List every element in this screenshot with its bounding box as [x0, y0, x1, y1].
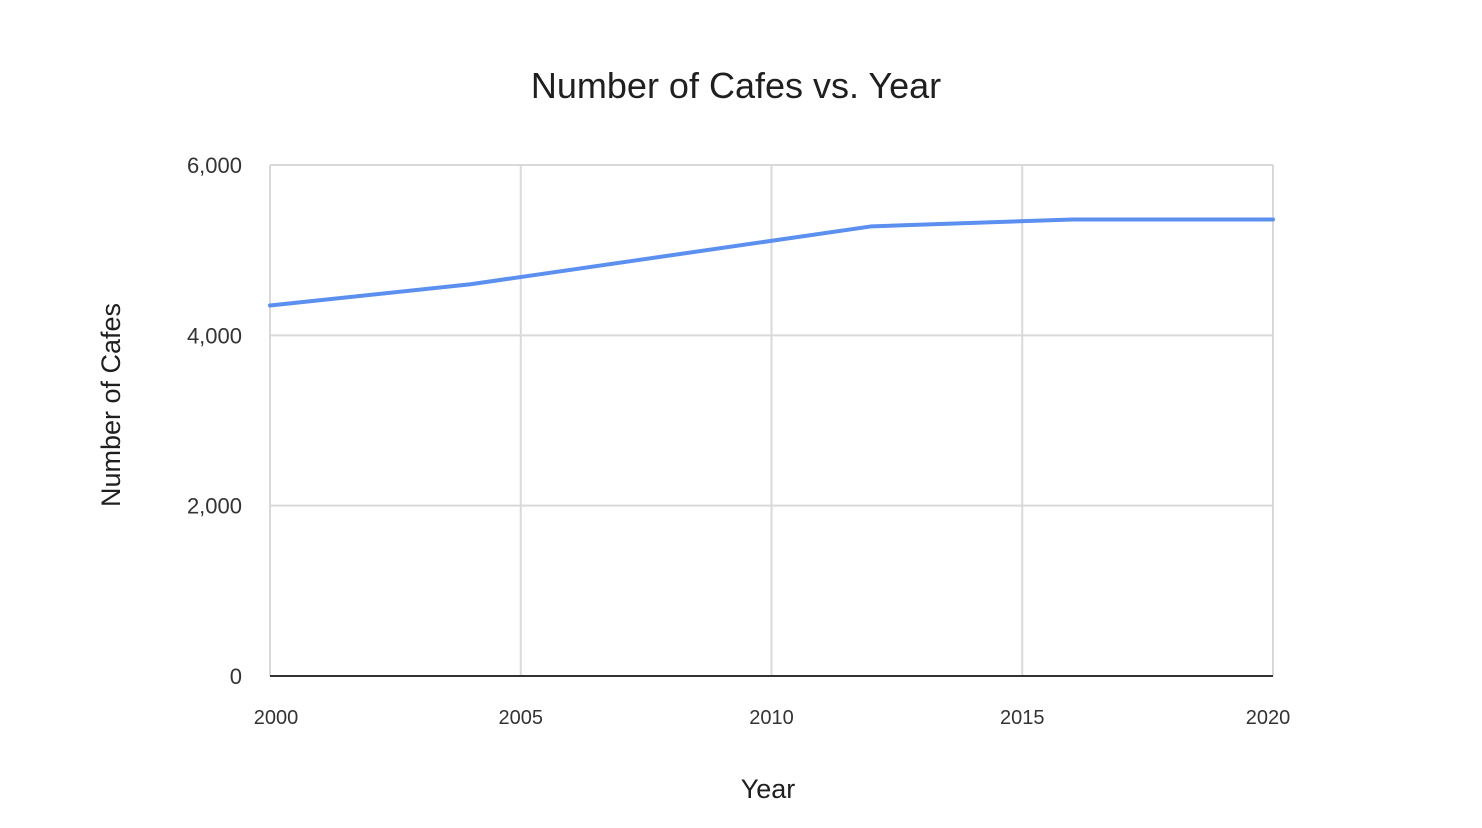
- chart-title: Number of Cafes vs. Year: [531, 65, 941, 106]
- tick-layer: 0 2,000 4,000 6,000 2000 2005 2010 2015 2020: [187, 153, 1290, 729]
- x-axis-label: Year: [741, 774, 796, 804]
- series-layer: [268, 217, 1275, 308]
- x-tick-label-2: 2010: [749, 707, 794, 729]
- y-tick-label-0: 0: [230, 664, 242, 689]
- y-tick-label-3: 6,000: [187, 153, 242, 178]
- y-tick-label-2: 4,000: [187, 323, 242, 348]
- series-line-0: [268, 217, 1275, 308]
- y-axis-label: Number of Cafes: [96, 303, 126, 507]
- x-tick-label-1: 2005: [499, 707, 544, 729]
- x-tick-label-0: 2000: [254, 707, 299, 729]
- x-tick-label-4: 2020: [1246, 707, 1291, 729]
- y-tick-label-1: 2,000: [187, 494, 242, 519]
- x-tick-label-3: 2015: [1000, 707, 1045, 729]
- grid-layer: [269, 164, 1274, 676]
